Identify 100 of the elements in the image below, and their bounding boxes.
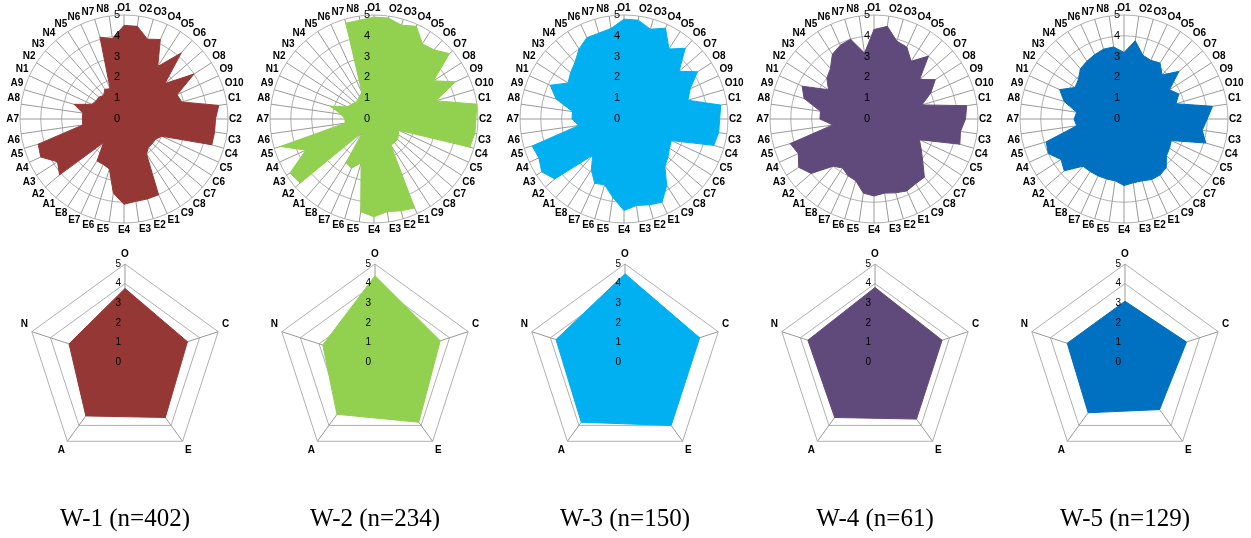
spoke-label: E7: [1068, 214, 1081, 226]
spoke-label: O10: [974, 77, 995, 89]
spoke-label: A8: [1007, 91, 1021, 103]
spoke-label: O8: [462, 49, 477, 61]
spoke-label: E5: [846, 222, 860, 234]
spoke-label: O5: [680, 18, 695, 30]
spoke-label: A5: [260, 148, 274, 160]
spoke-label: N8: [1096, 2, 1110, 14]
spoke-label: E7: [68, 214, 81, 226]
spoke-label: O1: [1117, 1, 1132, 13]
y-tick-label: 4: [1113, 28, 1120, 41]
y-tick-label: 1: [363, 91, 370, 104]
spoke-label: C2: [479, 112, 493, 124]
y-tick-label: 4: [1115, 277, 1122, 289]
spoke-label: C9: [930, 207, 944, 219]
spoke-label: A: [1057, 444, 1066, 456]
spoke-label: A7: [756, 112, 770, 124]
spoke-label: C6: [962, 175, 976, 187]
y-tick-label: 5: [365, 257, 372, 269]
y-tick-label: 0: [863, 112, 870, 125]
spoke-label: N: [770, 318, 778, 330]
spoke-label: N2: [772, 49, 787, 61]
spoke-label: E: [434, 444, 442, 456]
spoke-label: O6: [1192, 27, 1207, 39]
spoke-label: E4: [617, 223, 631, 235]
spoke-label: N5: [54, 18, 68, 30]
spoke-label: E3: [888, 222, 902, 234]
spoke-label: E4: [367, 223, 381, 235]
spoke-label: C5: [469, 162, 483, 174]
spoke-label: A7: [6, 112, 20, 124]
spoke-label: A3: [1022, 175, 1037, 187]
y-tick-label: 1: [863, 91, 870, 104]
y-tick-label: 2: [1113, 70, 1120, 83]
spoke-label: C5: [969, 162, 983, 174]
spoke-label: A9: [260, 77, 274, 89]
spoke-label: E8: [555, 207, 568, 219]
spoke-label: E6: [832, 219, 845, 231]
spoke-label: C7: [1203, 187, 1217, 199]
spoke-label: C9: [1180, 207, 1194, 219]
y-tick-label: 1: [365, 336, 372, 348]
spoke-label: C3: [977, 133, 992, 145]
spoke-label: A: [307, 444, 316, 456]
spoke-label: O: [1121, 247, 1130, 259]
spoke-label: A4: [765, 162, 779, 174]
spoke-label: N5: [554, 18, 568, 30]
spoke-label: N3: [781, 37, 796, 49]
spoke-label: O4: [1167, 11, 1182, 23]
spoke-label: O1: [617, 1, 632, 13]
spoke-label: E1: [667, 214, 681, 226]
spoke-label: N1: [265, 63, 279, 75]
spoke-label: O8: [712, 49, 727, 61]
spoke-label: A1: [292, 198, 306, 210]
y-tick-label: 3: [865, 296, 872, 308]
y-tick-label: 1: [113, 91, 120, 104]
spoke-label: O5: [180, 18, 195, 30]
spoke-label: E: [1184, 444, 1192, 456]
spoke-label: A6: [257, 133, 271, 145]
spoke-label: E: [184, 444, 192, 456]
y-tick-label: 3: [113, 49, 120, 62]
spoke-label: N8: [846, 2, 860, 14]
spoke-label: O1: [117, 1, 132, 13]
y-tick-label: 0: [113, 112, 120, 125]
spoke-label: A4: [1015, 162, 1029, 174]
spoke-label: C7: [703, 187, 717, 199]
spoke-label: C4: [1224, 148, 1238, 160]
y-tick-label: 2: [365, 316, 372, 328]
spoke-label: O10: [224, 77, 245, 89]
spoke-label: A2: [1031, 187, 1046, 199]
spoke-label: C4: [724, 148, 738, 160]
spoke-label: N2: [272, 49, 287, 61]
spoke-label: O8: [1212, 49, 1227, 61]
spoke-label: C8: [1192, 198, 1206, 210]
spoke-label: N3: [281, 37, 296, 49]
spoke-label: E: [684, 444, 692, 456]
spoke-label: C3: [727, 133, 742, 145]
spoke-label: A2: [531, 187, 546, 199]
spoke-label: C9: [430, 207, 444, 219]
spoke-label: C: [722, 318, 730, 330]
spoke-label: E2: [653, 219, 667, 231]
spoke-label: O7: [703, 37, 718, 49]
spoke-label: C5: [1219, 162, 1233, 174]
spoke-label: E8: [55, 207, 68, 219]
spoke-label: A4: [265, 162, 279, 174]
y-tick-label: 0: [115, 355, 122, 367]
spoke-label: C: [1222, 318, 1230, 330]
y-tick-label: 4: [115, 277, 122, 289]
y-tick-label: 3: [615, 296, 622, 308]
spoke-label: E7: [818, 214, 831, 226]
y-tick-label: 2: [613, 70, 620, 83]
spoke-label: A6: [7, 133, 21, 145]
spoke-label: A9: [10, 77, 24, 89]
spoke-label: E2: [1153, 219, 1167, 231]
spoke-label: O2: [1138, 2, 1153, 14]
spoke-label: O6: [692, 27, 707, 39]
spoke-label: N7: [831, 6, 845, 17]
y-tick-label: 2: [863, 70, 870, 83]
spoke-label: C1: [1227, 91, 1242, 103]
y-tick-label: 4: [615, 277, 622, 289]
spoke-label: N3: [31, 37, 46, 49]
spoke-label: O2: [638, 2, 653, 14]
